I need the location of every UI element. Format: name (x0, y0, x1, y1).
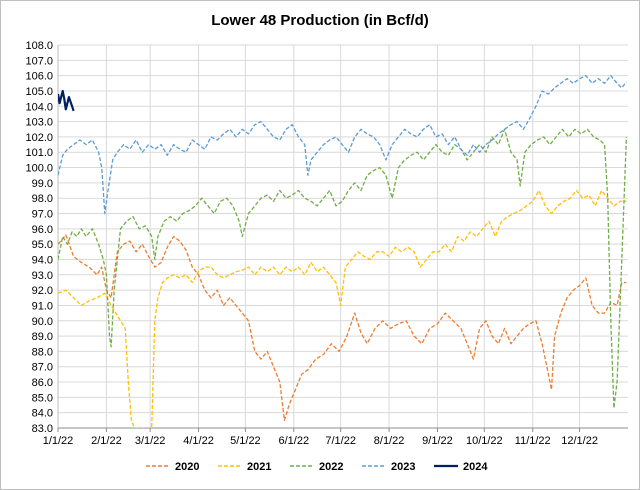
y-tick-label: 103.0 (25, 117, 53, 129)
y-tick-label: 101.0 (25, 147, 53, 159)
x-tick-label: 11/1/22 (515, 435, 551, 447)
axes: 83.0 84.0 85.0 86.0 87.0 88.0 89.0 90.0 91.0 92.0… (25, 40, 628, 447)
y-tick-label: 95.0 (32, 239, 53, 251)
legend-label-2022: 2022 (319, 461, 343, 473)
x-tick-label: 5/1/22 (230, 435, 261, 447)
y-tick-label: 89.0 (32, 331, 53, 343)
y-tick-label: 104.0 (25, 101, 53, 113)
x-tick-label: 10/1/22 (466, 435, 503, 447)
x-tick-label: 6/1/22 (279, 435, 310, 447)
x-tick-label: 3/1/22 (135, 435, 166, 447)
y-tick-label: 108.0 (25, 40, 53, 52)
y-tick-label: 107.0 (25, 55, 53, 67)
y-tick-label: 93.0 (32, 270, 53, 282)
y-tick-label: 92.0 (32, 285, 53, 297)
x-tick-label: 8/1/22 (374, 435, 405, 447)
series-line-2022 (58, 128, 628, 409)
y-tick-label: 87.0 (32, 362, 53, 374)
y-tick-label: 86.0 (32, 377, 53, 389)
y-tick-label: 84.0 (32, 408, 53, 420)
series-line-2023 (58, 74, 627, 215)
y-tick-label: 96.0 (32, 224, 53, 236)
x-tick-label: 4/1/22 (183, 435, 214, 447)
x-tick-label: 9/1/22 (422, 435, 453, 447)
y-tick-label: 94.0 (32, 254, 53, 266)
legend-label-2023: 2023 (391, 461, 415, 473)
x-tick-label: 2/1/22 (91, 435, 122, 447)
legend-label-2024: 2024 (463, 461, 488, 473)
series-line-2024 (58, 89, 75, 112)
legend-label-2021: 2021 (247, 461, 271, 473)
series-line-2020 (58, 234, 627, 421)
legend-label-2020: 2020 (175, 461, 199, 473)
y-tick-label: 91.0 (32, 300, 53, 312)
y-tick-label: 105.0 (25, 86, 53, 98)
y-tick-label: 99.0 (32, 178, 53, 190)
x-tick-label: 12/1/22 (561, 435, 598, 447)
y-tick-label: 102.0 (25, 132, 53, 144)
chart-title: Lower 48 Production (in Bcf/d) (211, 12, 429, 29)
series-line-2021 (58, 189, 627, 428)
y-tick-label: 97.0 (32, 209, 53, 221)
y-tick-label: 83.0 (32, 423, 53, 435)
x-tick-label: 7/1/22 (325, 435, 356, 447)
legend: 2020 2021 2022 2023 2024 (146, 461, 488, 473)
y-tick-label: 85.0 (32, 392, 53, 404)
gridlines (57, 44, 628, 429)
y-tick-label: 90.0 (32, 316, 53, 328)
y-tick-label: 98.0 (32, 193, 53, 205)
series-lines (58, 74, 628, 428)
x-tick-label: 1/1/22 (43, 435, 74, 447)
y-tick-label: 106.0 (25, 71, 53, 83)
y-tick-label: 88.0 (32, 346, 53, 358)
y-tick-label: 100.0 (25, 163, 53, 175)
